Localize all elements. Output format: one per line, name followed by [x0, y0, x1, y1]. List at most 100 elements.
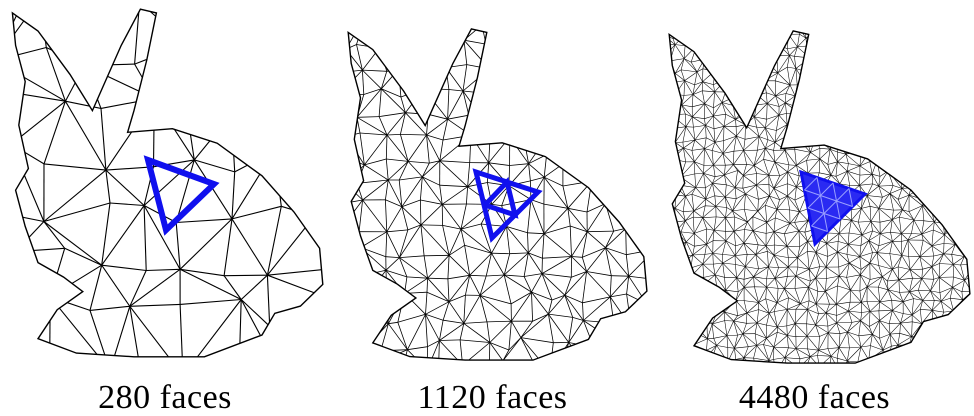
mesh-edge [666, 349, 672, 362]
mesh-edge [758, 245, 766, 246]
panel-coarse: 280 faces [0, 0, 330, 415]
mesh-edge [399, 230, 408, 258]
mesh-edge [745, 267, 753, 277]
mesh-edge [660, 267, 661, 275]
mesh-edge [672, 322, 682, 337]
mesh-edge [794, 56, 809, 58]
mesh-edge [610, 327, 631, 338]
mesh-edge [439, 341, 440, 367]
mesh-edge [837, 311, 849, 323]
mesh-edge [910, 257, 920, 270]
mesh-edge [716, 206, 727, 207]
mesh-edge [898, 256, 902, 267]
mesh-edge [692, 117, 693, 127]
mesh-edge [870, 23, 880, 36]
mesh-edge [717, 345, 728, 347]
mesh-edge [902, 44, 911, 49]
mesh-edge [386, 159, 408, 161]
mesh-edge [504, 89, 530, 95]
mesh-edge [589, 156, 592, 182]
mesh-edge [785, 358, 800, 359]
mesh-edge [471, 135, 490, 137]
mesh-edge [697, 300, 706, 314]
mesh-edge [180, 300, 241, 305]
mesh-edge [950, 172, 964, 175]
mesh-edge [965, 22, 974, 35]
mesh-edge [826, 267, 839, 276]
mesh-edge [662, 26, 663, 34]
mesh-edge [929, 81, 932, 96]
mesh-edge [672, 183, 676, 195]
mesh-edge [911, 34, 919, 50]
mesh-edge [747, 82, 748, 94]
mesh-edge [941, 34, 954, 36]
mesh-edge [717, 336, 727, 346]
mesh-edge [738, 171, 744, 176]
mesh-edge [944, 208, 949, 221]
mesh-edge [224, 219, 232, 276]
mesh-edge [735, 243, 744, 255]
mesh-edge [964, 161, 971, 163]
mesh-edge [869, 50, 872, 59]
mesh-edge [880, 232, 890, 234]
mesh-edge [232, 102, 278, 114]
mesh-edge [919, 348, 920, 359]
mesh-edge [809, 267, 820, 270]
mesh-edge [892, 241, 901, 255]
mesh-edge [899, 97, 912, 108]
mesh-edge [893, 136, 898, 137]
mesh-edge [692, 104, 704, 117]
mesh-edge [862, 44, 869, 59]
mesh-edge [826, 45, 837, 49]
mesh-edge [542, 274, 552, 300]
mesh-edge [546, 69, 564, 73]
mesh-edge [101, 98, 154, 108]
mesh-edge [850, 90, 857, 96]
mesh-edge [862, 36, 870, 44]
mesh-edge [965, 230, 974, 234]
mesh-edge [898, 267, 910, 270]
mesh-edge [701, 360, 704, 370]
mesh-edge [672, 264, 675, 276]
mesh-edge [402, 18, 407, 51]
mesh-edge [825, 291, 836, 304]
mesh-edge [587, 232, 605, 248]
mesh-edge [859, 334, 873, 336]
mesh-edge [826, 48, 829, 61]
mesh-edge [787, 336, 796, 337]
mesh-edge [768, 267, 778, 268]
mesh-edge [973, 70, 974, 84]
mesh-edge [567, 15, 588, 41]
mesh-edge [944, 254, 952, 255]
mesh-edge [511, 292, 531, 321]
mesh-edge [692, 188, 696, 195]
mesh-edge [399, 65, 430, 69]
mesh-edge [816, 67, 820, 81]
mesh-edge [660, 67, 665, 84]
mesh-edge [817, 105, 818, 112]
mesh-edge [726, 79, 737, 83]
mesh-edge [971, 292, 972, 299]
mesh-edge [343, 314, 360, 327]
mesh-edge [343, 296, 346, 327]
mesh-edge [703, 264, 704, 277]
mesh-edge [399, 69, 401, 97]
mesh-edge [747, 94, 748, 106]
mesh-edge [509, 321, 512, 350]
mesh-edge [950, 175, 951, 186]
mesh-edge [815, 138, 830, 150]
mesh-edge [807, 325, 816, 336]
mesh-edge [848, 332, 850, 348]
mesh-edge [448, 90, 449, 120]
mesh-edge [635, 346, 646, 362]
mesh-edge [961, 49, 965, 56]
mesh-edge [754, 277, 755, 287]
mesh-edge [898, 267, 899, 280]
mesh-edge [154, 98, 155, 166]
mesh-edge [50, 248, 64, 296]
mesh-edge [795, 94, 810, 95]
mesh-edge [929, 126, 940, 136]
mesh-edge [849, 263, 860, 275]
mesh-edge [816, 58, 819, 67]
mesh-edge [816, 67, 829, 72]
